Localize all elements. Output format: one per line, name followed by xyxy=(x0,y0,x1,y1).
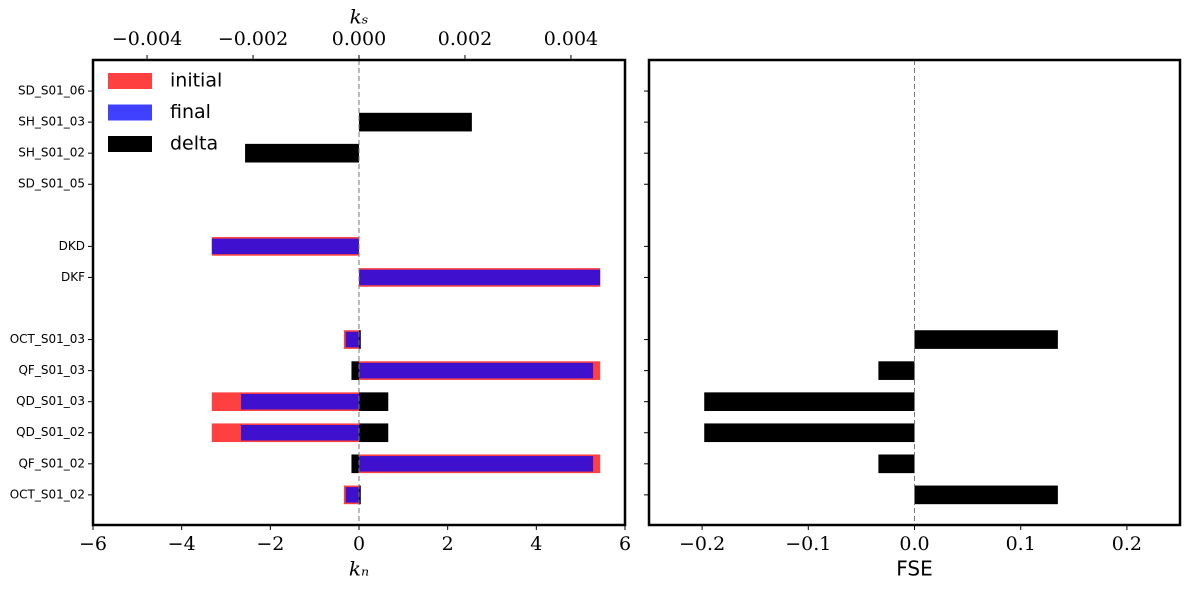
x-tick-label: 0.1 xyxy=(1006,533,1036,555)
bar xyxy=(914,330,1058,349)
x-tick-label: −0.1 xyxy=(785,533,831,555)
x-tick-label: −6 xyxy=(79,533,107,555)
bar xyxy=(704,392,915,412)
x-tick-label: 2 xyxy=(442,533,454,555)
bar xyxy=(345,331,359,348)
bar xyxy=(359,269,601,286)
x-tick-label: −2 xyxy=(256,533,284,555)
x-tick-label: 0.0 xyxy=(899,533,929,555)
x-axis-label: kₙ xyxy=(349,557,369,581)
y-tick-label: DKF xyxy=(61,270,85,284)
y-tick-label: QF_S01_03 xyxy=(18,363,85,377)
bar xyxy=(914,485,1058,505)
y-tick-label: SD_S01_06 xyxy=(18,84,85,98)
bar xyxy=(359,423,389,443)
y-tick-label: OCT_S01_02 xyxy=(10,487,85,501)
bar xyxy=(359,392,389,412)
legend-swatch xyxy=(108,104,152,121)
legend-label: initial xyxy=(170,70,222,92)
x2-axis-label: kₛ xyxy=(350,5,369,29)
y-tick-label: SH_S01_03 xyxy=(18,115,85,129)
y-tick-label: DKD xyxy=(59,239,85,253)
bar xyxy=(241,393,359,410)
x2-tick-label: −0.002 xyxy=(218,28,288,50)
y-tick-label: SH_S01_02 xyxy=(18,146,85,160)
bar xyxy=(359,112,472,132)
bar xyxy=(359,330,361,349)
plot-frame xyxy=(647,58,1182,527)
bar xyxy=(351,454,359,474)
x-axis-label: FSE xyxy=(896,557,932,581)
y-tick-label: QF_S01_02 xyxy=(18,456,85,470)
x-tick-label: −0.2 xyxy=(679,533,725,555)
bar xyxy=(245,143,359,163)
bar xyxy=(241,424,359,441)
legend-label: delta xyxy=(170,133,218,155)
bar xyxy=(878,361,915,380)
bar xyxy=(704,423,915,443)
bar xyxy=(359,362,594,379)
legend-swatch xyxy=(108,136,152,152)
y-tick-label: QD_S01_02 xyxy=(16,425,85,439)
x-tick-label: 0 xyxy=(353,533,365,555)
y-tick-label: SD_S01_05 xyxy=(18,177,85,191)
x-tick-label: 6 xyxy=(619,533,631,555)
x2-tick-label: 0.004 xyxy=(544,28,598,50)
x-tick-label: 4 xyxy=(530,533,542,555)
bar xyxy=(878,454,915,474)
x2-tick-label: 0.002 xyxy=(438,28,492,50)
x-tick-label: 0.2 xyxy=(1112,533,1142,555)
bar xyxy=(211,238,359,255)
bar xyxy=(345,487,359,503)
y-tick-label: QD_S01_03 xyxy=(16,394,85,408)
bar xyxy=(359,456,594,472)
plot-frame xyxy=(91,58,627,527)
y-tick-label: OCT_S01_03 xyxy=(10,332,85,346)
bar xyxy=(359,485,361,505)
x2-tick-label: 0.000 xyxy=(332,28,386,50)
legend-swatch xyxy=(108,73,152,89)
x-tick-label: −4 xyxy=(168,533,196,555)
bar xyxy=(351,361,359,380)
x2-tick-label: −0.004 xyxy=(112,28,182,50)
legend-label: final xyxy=(170,101,211,123)
